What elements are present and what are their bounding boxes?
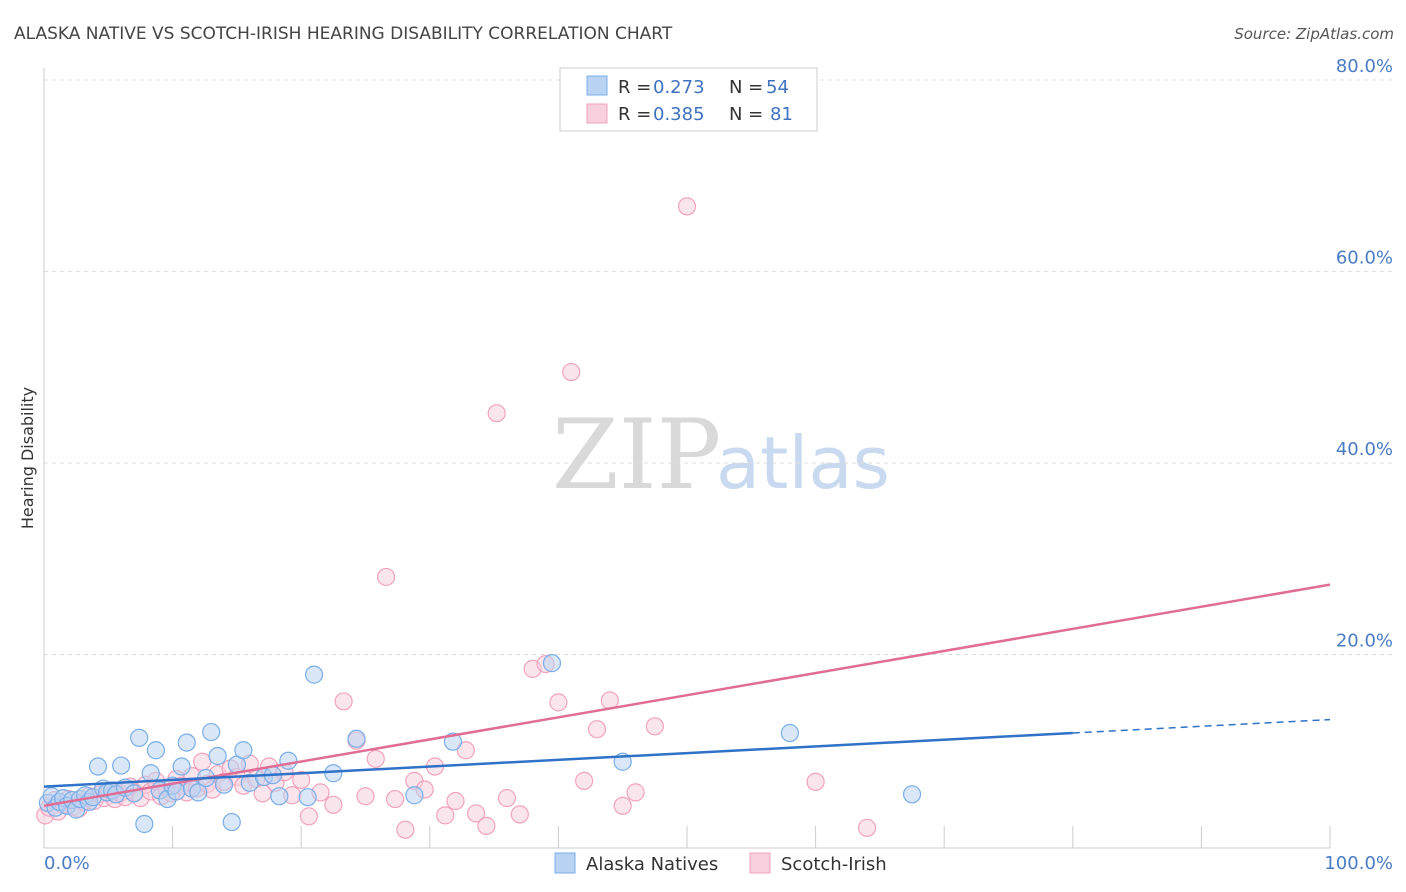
scotch-irish-point-72 <box>575 771 594 790</box>
y-axis-label: Hearing Disability <box>18 387 37 529</box>
scotch-irish-point-52 <box>356 787 375 806</box>
scotch-irish-point-63 <box>466 804 486 823</box>
legend-r-value-1: 0.273 <box>653 77 705 98</box>
bottom-legend-swatch-scotch-irish <box>749 852 771 874</box>
alaska-natives-point-22 <box>141 764 160 783</box>
chart-title: ALASKA NATIVE VS SCOTCH-IRISH HEARING DI… <box>14 24 673 44</box>
alaska-natives-point-44 <box>298 788 317 807</box>
x-tick-label-right: 100.0% <box>1324 853 1393 874</box>
scotch-irish-point-61 <box>446 791 465 811</box>
alaska-natives-point-19 <box>124 784 144 803</box>
gridlines <box>44 79 1392 655</box>
alaska-natives-point-28 <box>172 757 191 776</box>
legend-n-value-2: 81 <box>770 104 793 125</box>
scotch-irish-point-76 <box>626 783 645 802</box>
trend-line-scotch-irish <box>43 583 1331 808</box>
alaska-natives-point-29 <box>177 733 196 752</box>
y-tick-labels: 80.0% 60.0% 40.0% 20.0% <box>1336 56 1393 652</box>
alaska-natives-point-34 <box>208 746 227 766</box>
scotch-irish-point-77 <box>645 717 664 736</box>
bottom-legend: Alaska Natives Scotch-Irish <box>554 852 887 875</box>
alaska-natives-point-45 <box>304 665 324 684</box>
bottom-legend-swatch-alaska-natives <box>554 852 576 874</box>
alaska-natives-point-33 <box>202 722 221 742</box>
scotch-irish-point-65 <box>487 404 506 423</box>
alaska-natives-point-52 <box>780 723 799 743</box>
scotch-irish-point-50 <box>334 692 353 711</box>
scotch-irish-point-49 <box>324 795 343 814</box>
alaska-natives-point-43 <box>279 751 298 770</box>
alaska-natives-point-21 <box>135 814 154 834</box>
scotch-irish-point-47 <box>299 807 319 826</box>
scotch-irish-point-54 <box>376 567 396 587</box>
scotch-irish-point-80 <box>857 818 877 837</box>
scotch-irish-point-46 <box>292 770 311 790</box>
bottom-legend-label-scotch-irish: Scotch-Irish <box>781 854 887 875</box>
scotch-irish-point-55 <box>385 789 405 809</box>
watermark: ZIP atlas <box>552 399 890 511</box>
y-tick-label-0: 80.0% <box>1336 56 1393 77</box>
scotch-irish-point-64 <box>477 816 496 835</box>
alaska-natives-point-48 <box>405 786 424 805</box>
legend-r-label-2: R = <box>618 104 651 125</box>
alaska-natives-point-53 <box>902 785 922 804</box>
alaska-natives-point-27 <box>167 782 186 801</box>
scotch-irish-point-62 <box>456 741 475 760</box>
legend-n-label-2: N = <box>729 104 763 125</box>
legend-swatch-alaska-natives <box>586 75 608 96</box>
x-tick-marks <box>172 826 1331 848</box>
series-alaska-natives-points <box>38 654 922 834</box>
y-tick-label-2: 40.0% <box>1336 439 1393 460</box>
y-tick-label-1: 60.0% <box>1336 248 1393 269</box>
alaska-natives-point-31 <box>189 783 208 802</box>
alaska-natives-point-50 <box>542 654 562 673</box>
chart-source: Source: ZipAtlas.com <box>1234 25 1394 43</box>
scotch-irish-point-73 <box>587 720 607 739</box>
scotch-irish-point-75 <box>613 796 632 815</box>
alaska-natives-point-38 <box>234 741 253 760</box>
alaska-natives-point-42 <box>270 787 289 806</box>
scotch-irish-point-31 <box>193 752 212 771</box>
trend-line-alaska-natives <box>43 731 1073 788</box>
watermark-zip: ZIP <box>552 399 721 511</box>
trend-lines <box>43 583 1331 808</box>
scotch-irish-point-53 <box>366 749 385 768</box>
alaska-natives-point-47 <box>347 729 366 748</box>
legend-n-value-1: 54 <box>766 77 789 98</box>
scotch-irish-point-67 <box>510 805 529 824</box>
scotch-irish-point-78 <box>677 197 697 216</box>
scotch-irish-point-70 <box>549 693 568 712</box>
alaska-natives-point-36 <box>222 812 241 832</box>
scotch-irish-point-79 <box>806 772 825 791</box>
alaska-natives-point-12 <box>88 757 108 776</box>
alaska-natives-point-23 <box>146 741 165 760</box>
trend-line-alaska-natives-extension <box>1072 718 1331 734</box>
scotch-irish-point-66 <box>497 789 517 808</box>
x-tick-label-left: 0.0% <box>44 853 90 874</box>
legend-box: R = 0.273 N = 54 R = 0.385 N = 81 <box>559 67 818 132</box>
bottom-legend-label-alaska-natives: Alaska Natives <box>586 854 718 875</box>
y-tick-label-3: 20.0% <box>1336 631 1393 652</box>
alaska-natives-point-20 <box>130 728 149 747</box>
scotch-irish-point-71 <box>562 362 581 382</box>
legend-swatch-scotch-irish <box>586 103 608 124</box>
legend-n-label-1: N = <box>729 77 763 98</box>
alaska-natives-point-46 <box>324 764 343 783</box>
legend-r-label-1: R = <box>618 77 651 98</box>
scotch-irish-point-60 <box>436 806 455 825</box>
alaska-natives-point-17 <box>112 756 131 775</box>
legend-r-value-2: 0.385 <box>653 104 705 125</box>
scotch-irish-point-56 <box>396 820 415 839</box>
